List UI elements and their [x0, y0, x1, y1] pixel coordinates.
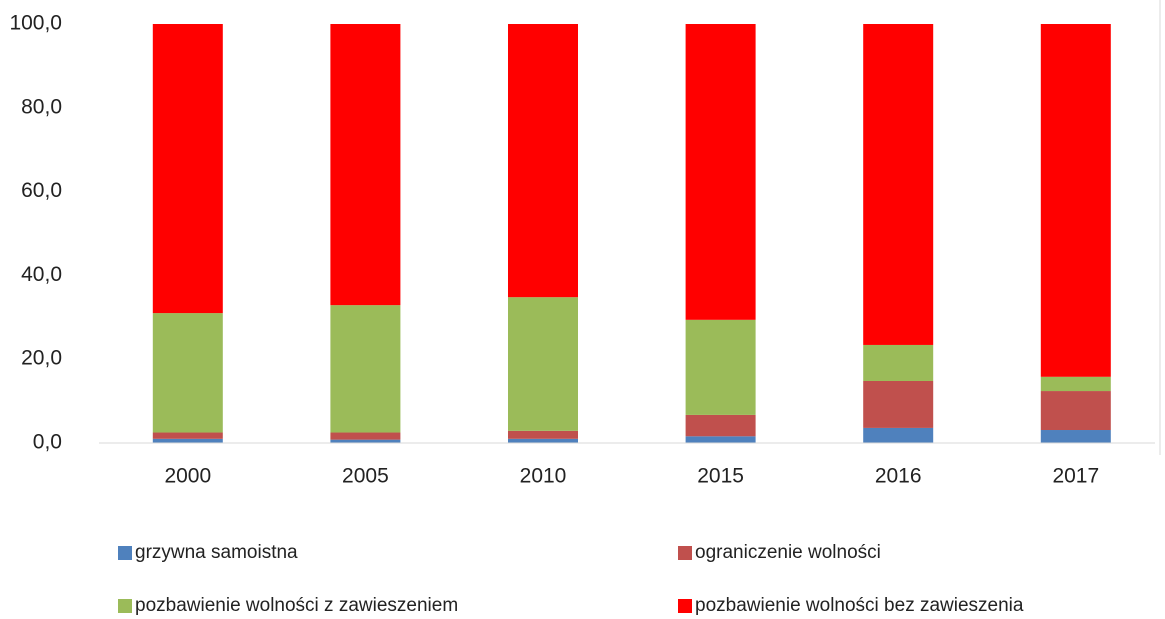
y-tick-label: 80,0 — [21, 95, 62, 118]
y-tick-label: 60,0 — [21, 179, 62, 202]
bar-segment — [863, 380, 934, 428]
bar-segment — [863, 344, 934, 381]
bar-segment — [152, 438, 223, 443]
bar-segment — [685, 414, 756, 437]
x-tick-label: 2016 — [875, 465, 922, 488]
bar-segment — [508, 24, 578, 298]
x-tick-label: 2000 — [164, 465, 211, 488]
y-tick-label: 100,0 — [9, 12, 62, 35]
legend-swatch — [118, 546, 132, 560]
bar-segment — [152, 432, 223, 439]
y-tick-label: 40,0 — [21, 263, 62, 286]
bar-segment — [508, 297, 578, 431]
y-tick-label: 20,0 — [21, 347, 62, 370]
legend-label: grzywna samoistna — [135, 542, 298, 563]
bar-segment — [1040, 430, 1111, 443]
legend-swatch — [678, 546, 692, 560]
bar-segment — [863, 427, 934, 443]
legend-swatch — [118, 599, 132, 613]
x-tick-label: 2010 — [520, 465, 567, 488]
bar-segment — [1040, 391, 1111, 431]
legend-label: pozbawienie wolności bez zawieszenia — [695, 595, 1024, 616]
bar-segment — [685, 319, 756, 415]
bar-segment — [863, 24, 934, 345]
legend-label: pozbawienie wolności z zawieszeniem — [135, 595, 458, 616]
bar-segment — [330, 439, 401, 443]
legend-swatch — [678, 599, 692, 613]
x-tick-label: 2017 — [1052, 465, 1099, 488]
x-tick-label: 2005 — [342, 465, 389, 488]
bar-segment — [152, 313, 223, 433]
bar-segment — [1040, 376, 1111, 392]
bar-segment — [330, 432, 401, 440]
bar-segment — [685, 24, 756, 320]
x-tick-label: 2015 — [697, 465, 744, 488]
bar-segment — [1040, 24, 1111, 377]
bar-segment — [508, 438, 578, 443]
bar-segment — [330, 305, 401, 433]
y-tick-label: 0,0 — [33, 431, 62, 454]
bar-segment — [508, 430, 578, 439]
bar-segment — [685, 436, 756, 443]
legend-label: ograniczenie wolności — [695, 542, 881, 563]
bar-segment — [152, 24, 223, 314]
bar-segment — [330, 24, 401, 306]
